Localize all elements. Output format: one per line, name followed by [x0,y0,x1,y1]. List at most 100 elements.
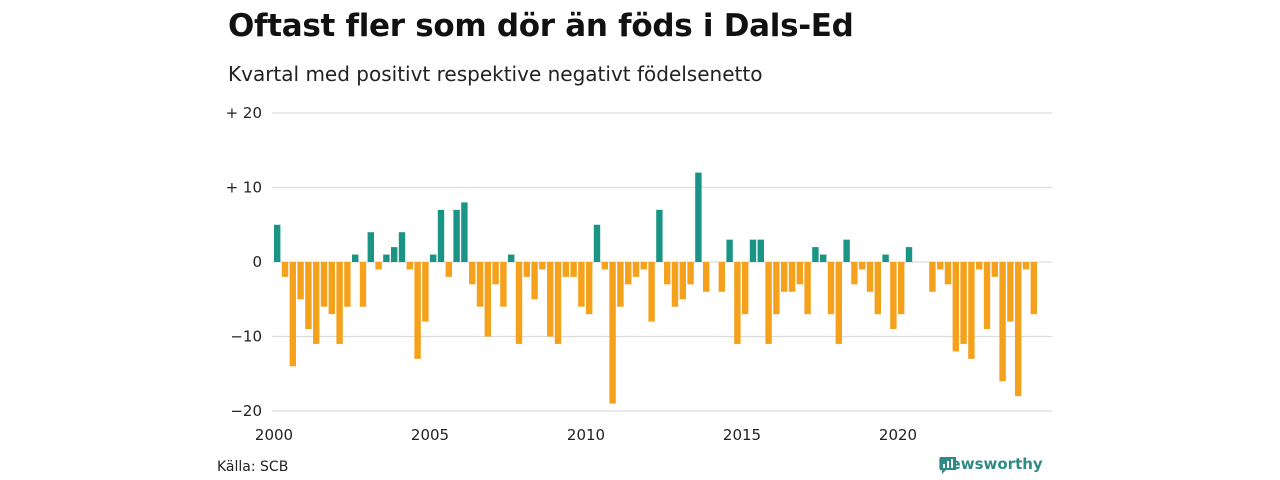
bar [968,262,975,359]
bar [796,262,803,285]
chart-title: Oftast fler som dör än föds i Dals-Ed [228,8,854,44]
bar [859,262,866,270]
bar [1022,262,1030,270]
bar [890,262,897,330]
bar [991,262,998,277]
bar [328,262,335,315]
bar [336,262,343,344]
bar [937,262,944,270]
x-tick-label: 2020 [879,426,917,444]
bar [632,262,640,277]
bar [960,262,967,344]
bar [601,262,608,270]
bar [531,262,538,300]
bar [414,262,421,359]
bar [695,172,702,262]
bar [586,262,593,315]
bar [617,262,624,307]
brand-logo[interactable]: Newsworthy [938,455,1043,474]
bars [274,172,1037,404]
bar [1007,262,1014,322]
bar [812,247,819,262]
bar [305,262,312,330]
y-tick-label: + 20 [226,104,262,122]
bar [952,262,959,352]
bar [523,262,530,277]
bar [898,262,905,315]
bar [905,247,913,262]
bar [765,262,772,344]
x-tick-label: 2010 [567,426,605,444]
bar [593,224,601,262]
bar [976,262,983,270]
bar [773,262,780,315]
bar [788,262,796,292]
bar [274,224,281,262]
bar [757,239,764,262]
bar [944,262,952,285]
bar [1030,262,1037,315]
bar [687,262,694,285]
y-tick-label: + 10 [226,179,262,197]
bar [547,262,554,337]
bar [999,262,1006,382]
bar [671,262,679,307]
bar [375,262,382,270]
newsworthy-logo-icon [940,457,956,474]
bar [1015,262,1022,397]
bar [820,254,827,262]
chart-subtitle: Kvartal med positivt respektive negativt… [228,62,763,86]
bar [726,239,733,262]
bar [406,262,413,270]
bar [929,262,936,292]
bar [742,262,749,315]
bar [500,262,507,307]
bar [383,254,390,262]
bar [297,262,304,300]
bar [508,254,515,262]
bar [570,262,577,277]
bar [625,262,632,285]
bar [983,262,991,330]
bar [562,262,569,277]
bar [515,262,523,344]
bar [289,262,296,367]
y-axis-ticks: + 20 + 10 0 −10 −20 [226,104,262,420]
bar [882,254,889,262]
y-tick-label: 0 [252,253,262,271]
bar [734,262,741,344]
bar [718,262,725,292]
bar [344,262,351,307]
bar [664,262,671,285]
bar [804,262,811,315]
bar [851,262,858,285]
bar [313,262,320,344]
bar [398,232,406,262]
y-tick-label: −20 [230,402,262,420]
bar [484,262,491,337]
bar [656,209,663,262]
bar [703,262,710,292]
bar [320,262,328,307]
bar [352,254,359,262]
bar [367,232,374,262]
x-tick-label: 2015 [723,426,761,444]
x-tick-label: 2005 [411,426,449,444]
bar [445,262,452,277]
bar [469,262,476,285]
bar [640,262,647,270]
bar [866,262,874,292]
bar [430,254,437,262]
x-axis-ticks: 2000 2005 2010 2015 2020 [255,426,917,444]
bar [476,262,484,307]
x-tick-label: 2000 [255,426,293,444]
bar [391,247,398,262]
bar [539,262,546,270]
brand-name: Newsworthy [938,455,1043,473]
bar [648,262,655,322]
y-tick-label: −10 [230,328,262,346]
bar [461,202,468,262]
bar [781,262,788,292]
bar [492,262,499,285]
